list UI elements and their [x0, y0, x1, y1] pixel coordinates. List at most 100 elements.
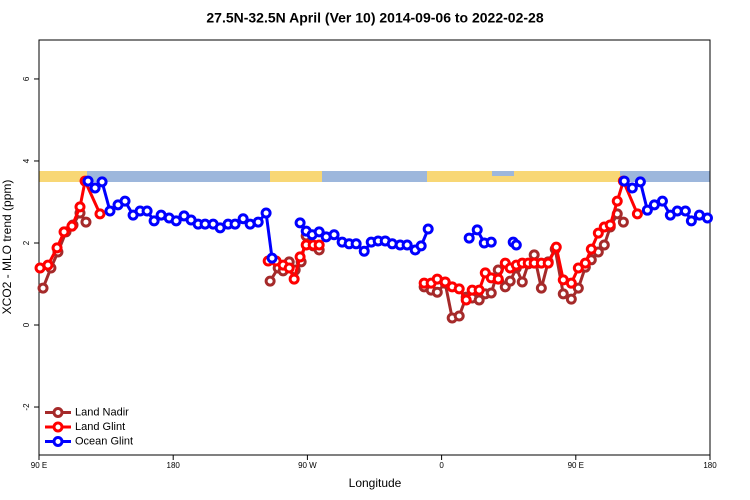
data-point — [82, 175, 94, 187]
data-point — [565, 277, 577, 289]
chart-title: 27.5N-32.5N April (Ver 10) 2014-09-06 to… — [206, 10, 543, 26]
data-point — [252, 216, 264, 228]
data-point — [264, 275, 276, 287]
data-point — [358, 245, 370, 257]
x-tick-label: 0 — [439, 461, 444, 470]
data-point — [550, 241, 562, 253]
data-point — [617, 216, 629, 228]
data-point — [473, 294, 485, 306]
data-point — [565, 293, 577, 305]
data-point — [572, 262, 584, 274]
ocean-band — [87, 171, 270, 182]
data-point — [471, 224, 483, 236]
legend-marker — [52, 436, 64, 447]
data-point — [237, 213, 249, 225]
x-tick-label: 90 W — [298, 461, 317, 470]
data-point — [94, 208, 106, 220]
x-axis-label: Longitude — [349, 476, 402, 490]
data-point — [328, 229, 340, 241]
y-tick-label: 2 — [22, 240, 31, 245]
data-point — [283, 262, 295, 274]
data-point — [631, 208, 643, 220]
data-point — [74, 201, 86, 213]
data-point — [679, 205, 691, 217]
y-tick-label: 6 — [22, 76, 31, 81]
data-point — [516, 276, 528, 288]
data-point — [572, 282, 584, 294]
data-point — [431, 286, 443, 298]
data-point — [485, 287, 497, 299]
data-point — [685, 215, 697, 227]
data-point — [439, 276, 451, 288]
data-point — [626, 182, 638, 194]
data-point — [80, 216, 92, 228]
legend-marker — [52, 421, 64, 433]
x-tick-label: 90 E — [31, 461, 47, 470]
data-point — [492, 273, 504, 285]
ocean-band — [492, 171, 514, 176]
data-point — [604, 219, 616, 231]
data-point — [453, 283, 465, 295]
data-point — [415, 240, 427, 252]
data-point — [592, 227, 604, 239]
x-tick-label: 90 E — [568, 461, 584, 470]
ocean-band — [620, 171, 710, 182]
data-point — [510, 239, 522, 251]
legend-marker — [52, 407, 64, 418]
data-point — [460, 294, 472, 306]
data-point — [229, 218, 241, 230]
legend-label: Ocean Glint — [75, 435, 133, 447]
data-point — [51, 242, 63, 254]
data-point — [485, 236, 497, 248]
data-point — [104, 205, 116, 217]
land-band — [270, 171, 322, 182]
ocean-band — [322, 171, 427, 182]
data-point — [401, 239, 413, 251]
data-point — [618, 175, 630, 187]
data-point — [294, 251, 306, 263]
y-axis-label: XCO2 - MLO trend (ppm) — [0, 180, 14, 315]
data-point — [634, 176, 646, 188]
legend-label: Land Nadir — [75, 406, 129, 418]
data-point — [463, 232, 475, 244]
data-point — [611, 195, 623, 207]
x-tick-label: 180 — [167, 461, 181, 470]
data-point — [542, 257, 554, 269]
data-point — [453, 310, 465, 322]
data-point — [294, 217, 306, 229]
data-point — [557, 288, 569, 300]
y-tick-label: -2 — [22, 403, 31, 411]
data-point — [66, 220, 78, 232]
data-point — [579, 257, 591, 269]
land-band — [39, 171, 87, 182]
data-point — [535, 282, 547, 294]
data-point — [473, 284, 485, 296]
data-point — [656, 195, 668, 207]
legend-label: Land Glint — [75, 421, 125, 433]
data-point — [141, 205, 153, 217]
land-band — [427, 171, 620, 182]
data-point — [37, 282, 49, 294]
data-point — [58, 226, 70, 238]
data-point — [422, 223, 434, 235]
data-point — [598, 239, 610, 251]
data-point — [170, 215, 182, 227]
data-point — [504, 275, 516, 287]
plot-frame — [38, 39, 711, 456]
data-point — [641, 204, 653, 216]
data-point — [350, 238, 362, 250]
y-tick-label: 4 — [22, 158, 31, 163]
data-point — [260, 207, 272, 219]
x-tick-label: 180 — [703, 461, 717, 470]
data-point — [313, 239, 325, 251]
data-point — [148, 215, 160, 227]
data-point — [288, 273, 300, 285]
data-point — [96, 176, 108, 188]
data-point — [313, 226, 325, 238]
land-ocean-strip — [39, 171, 710, 182]
data-point — [42, 259, 54, 271]
data-point — [119, 195, 131, 207]
data-point — [266, 252, 278, 264]
y-tick-label: 0 — [22, 322, 31, 327]
